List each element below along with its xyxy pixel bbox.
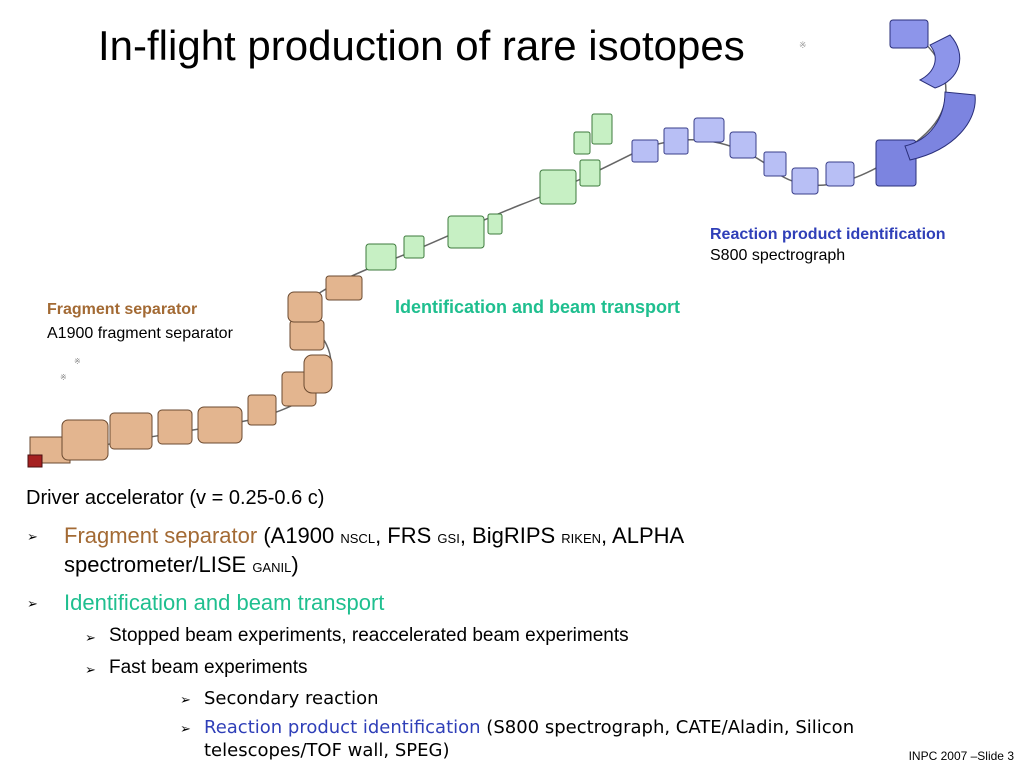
transport-magnets xyxy=(365,113,613,271)
identification-heading: Identification and beam transport xyxy=(395,297,681,317)
stray-mark: ※ xyxy=(60,373,67,382)
bullet-text: , BigRIPS xyxy=(459,523,562,548)
bullet-arrow-icon: ➢ xyxy=(85,662,96,677)
bullet-arrow-icon: ➢ xyxy=(180,721,191,736)
bullet-text-colored: Fragment separator xyxy=(64,523,258,548)
bullet-line-1: Fragment separator (A1900 NSCL, FRS GSI,… xyxy=(64,523,684,549)
slide-title: In-flight production of rare isotopes xyxy=(98,22,745,69)
bullet-line-0: Driver accelerator (v = 0.25-0.6 c) xyxy=(26,487,324,510)
slide-footer: INPC 2007 –Slide 3 xyxy=(908,749,1014,763)
bullet-line-5: Secondary reaction xyxy=(204,688,379,709)
bullet-line-6-cont: telescopes/TOF wall, SPEG) xyxy=(204,740,450,761)
bullet-text: (A1900 xyxy=(257,523,341,548)
reaction-product-heading: Reaction product identification xyxy=(710,226,946,243)
fragment-separator-heading: Fragment separator xyxy=(47,301,198,318)
lab-abbrev: GANIL xyxy=(252,560,292,575)
lab-abbrev: GSI xyxy=(437,531,460,546)
title-mark: ※ xyxy=(799,40,807,50)
bullet-text: (S800 spectrograph, CATE/Aladin, Silicon xyxy=(480,717,855,738)
bullet-arrow-icon: ➢ xyxy=(85,630,96,645)
bullet-arrow-icon: ➢ xyxy=(180,692,191,707)
bullet-text: spectrometer/LISE xyxy=(64,552,253,577)
fragment-separator-magnets xyxy=(27,275,363,468)
bullet-text: , ALPHA xyxy=(601,523,685,548)
lab-abbrev: NSCL xyxy=(340,531,376,546)
lab-abbrev: RIKEN xyxy=(561,531,602,546)
beam-pipe xyxy=(39,29,947,459)
bullet-arrow-icon: ➢ xyxy=(27,596,38,611)
bullet-line-1-cont: spectrometer/LISE GANIL) xyxy=(64,552,299,578)
bullet-text: ) xyxy=(291,552,299,577)
bullet-line-6: Reaction product identification (S800 sp… xyxy=(204,717,854,738)
bullet-text-colored: Reaction product identification xyxy=(204,717,481,738)
fragment-separator-sub: A1900 fragment separator xyxy=(47,325,233,342)
beamline-diagram xyxy=(27,19,976,468)
stray-mark: ※ xyxy=(74,357,81,366)
bullet-text: Driver accelerator (v = 0.25-0.6 c) xyxy=(26,487,325,509)
s800-magnets xyxy=(631,19,976,195)
bullet-line-3: Stopped beam experiments, reaccelerated … xyxy=(109,625,629,646)
bullet-line-2: Identification and beam transport xyxy=(64,590,385,615)
bullet-line-4: Fast beam experiments xyxy=(109,657,308,678)
reaction-product-sub: S800 spectrograph xyxy=(710,247,846,264)
bullet-text: , FRS xyxy=(375,523,438,548)
bullet-arrow-icon: ➢ xyxy=(27,529,38,544)
